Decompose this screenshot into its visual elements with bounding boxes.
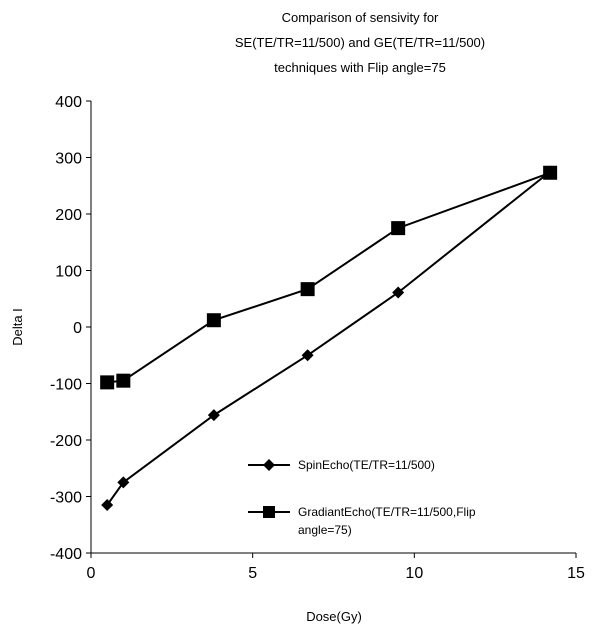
chart-title: Comparison of sensivity for SE(TE/TR=11/… (235, 10, 485, 75)
y-tick-label: -300 (50, 490, 82, 507)
x-tick-label: 10 (405, 565, 423, 582)
chart-title-line-3: techniques with Flip angle=75 (274, 60, 446, 75)
data-point-diamond (117, 476, 130, 489)
legend-label-spinecho: SpinEcho(TE/TR=11/500) (298, 458, 435, 472)
y-axis-ticks: -400 -300 -200 -100 0 100 200 300 400 (50, 94, 91, 563)
x-axis-label: Dose(Gy) (306, 609, 362, 624)
y-tick-label: 400 (55, 94, 82, 111)
data-point-diamond (301, 349, 314, 362)
x-tick-label: 15 (567, 565, 585, 582)
y-axis-label: Delta I (10, 308, 25, 346)
data-point-diamond (392, 286, 405, 299)
data-point-square (116, 373, 131, 388)
y-tick-label: 200 (55, 207, 82, 224)
data-point-square (100, 375, 115, 390)
y-tick-label: -400 (50, 546, 82, 563)
chart-title-line-1: Comparison of sensivity for (282, 10, 439, 25)
legend-marker-gradiantecho (263, 506, 275, 518)
chart-title-line-2: SE(TE/TR=11/500) and GE(TE/TR=11/500) (235, 35, 485, 50)
legend: SpinEcho(TE/TR=11/500) GradiantEcho(TE/T… (248, 458, 476, 537)
y-tick-label: -100 (50, 377, 82, 394)
data-point-square (206, 313, 221, 328)
data-point-diamond (101, 498, 114, 511)
data-point-square (543, 165, 558, 180)
x-axis-ticks: 0 5 10 15 (87, 553, 585, 582)
legend-marker-spinecho (263, 459, 275, 471)
y-tick-label: 0 (73, 320, 82, 337)
legend-label-gradiantecho: GradiantEcho(TE/TR=11/500,Flip (298, 505, 476, 519)
x-tick-label: 5 (248, 565, 257, 582)
data-point-square (391, 221, 406, 236)
data-point-square (300, 282, 315, 297)
y-tick-label: -200 (50, 433, 82, 450)
axes (90, 101, 576, 554)
series-layer (100, 165, 558, 511)
series-line (107, 171, 551, 384)
x-tick-label: 0 (87, 565, 96, 582)
series-line (106, 170, 551, 506)
y-tick-label: 100 (55, 264, 82, 281)
legend-label-gradiantecho-line2: angle=75) (298, 523, 352, 537)
y-tick-label: 300 (55, 151, 82, 168)
series-gradiantecho (100, 165, 558, 390)
data-point-diamond (207, 409, 220, 422)
